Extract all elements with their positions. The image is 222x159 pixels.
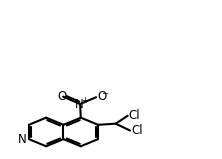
Text: O: O (97, 90, 106, 103)
Text: O: O (57, 90, 67, 103)
Text: Cl: Cl (131, 124, 143, 137)
Text: N: N (75, 98, 83, 111)
Text: Cl: Cl (129, 109, 140, 122)
Text: −: − (101, 89, 108, 98)
Text: N: N (18, 133, 27, 146)
Text: +: + (81, 96, 88, 105)
